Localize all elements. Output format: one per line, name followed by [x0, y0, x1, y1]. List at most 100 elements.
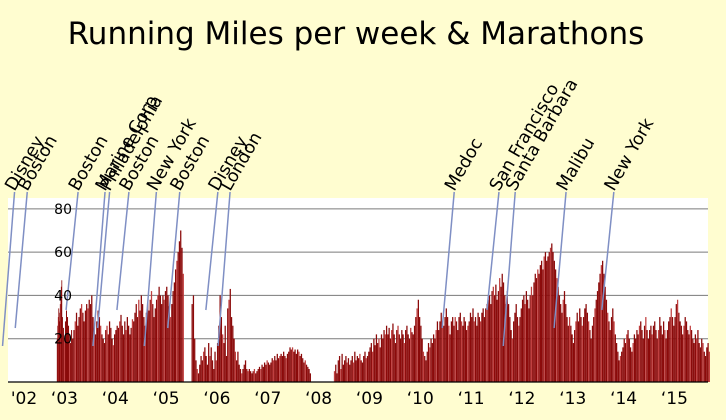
week-bar	[609, 330, 611, 382]
week-bar	[590, 338, 592, 382]
week-bar	[243, 364, 245, 382]
week-bar	[411, 332, 413, 382]
week-bar	[567, 325, 569, 382]
week-bar	[277, 358, 280, 382]
week-bar	[121, 325, 123, 382]
week-bar	[369, 347, 371, 382]
marathon-label: Medoc	[441, 135, 487, 195]
week-bar	[201, 360, 203, 382]
week-bar	[593, 317, 595, 382]
week-bar	[382, 338, 384, 382]
marathon-leader-line	[65, 191, 79, 311]
week-bar	[514, 312, 516, 382]
x-tick-label: ‘12	[508, 389, 535, 409]
week-bar	[661, 334, 663, 382]
week-bar	[135, 304, 137, 382]
week-bar	[171, 304, 173, 382]
week-bar	[168, 306, 170, 382]
week-bar	[140, 295, 142, 382]
week-bar	[373, 338, 375, 382]
week-bar	[214, 351, 216, 382]
week-bar	[426, 351, 428, 382]
week-bar	[669, 317, 671, 382]
week-bar	[589, 330, 591, 382]
week-bar	[576, 312, 578, 382]
week-bar	[181, 247, 183, 382]
week-bar	[255, 373, 257, 382]
week-bar	[534, 273, 536, 382]
week-bar	[552, 252, 554, 382]
week-bar	[149, 299, 151, 382]
week-bar	[360, 360, 362, 382]
week-bar	[649, 330, 651, 382]
week-bar	[220, 317, 223, 382]
week-bar	[102, 338, 104, 382]
marathon-leader-line	[217, 191, 231, 347]
week-bar	[230, 317, 233, 382]
week-bar	[116, 325, 118, 382]
week-bar	[239, 369, 242, 382]
week-bar	[276, 353, 278, 382]
week-bar	[436, 321, 439, 382]
week-bar	[599, 273, 601, 382]
x-tick-labels: '02 ‘03 ‘04 ‘05 ‘06 ‘07 ‘08 ‘09 ‘10 ‘11 ‘12 ‘13 ‘14 ‘…	[11, 389, 688, 409]
week-bar	[336, 373, 338, 382]
marathon-leader-line	[1, 191, 16, 347]
week-bar	[704, 356, 707, 382]
week-bar	[507, 304, 510, 382]
week-bar	[650, 325, 652, 382]
week-bar	[60, 286, 62, 382]
week-bar	[71, 330, 73, 382]
week-bar	[413, 325, 416, 382]
week-bar	[133, 321, 135, 382]
week-bar	[443, 325, 445, 382]
week-bar	[432, 334, 435, 382]
week-bar	[479, 321, 482, 382]
week-bar	[403, 343, 406, 382]
week-bar	[706, 347, 708, 382]
week-bar	[486, 304, 488, 382]
week-bar	[91, 295, 93, 382]
week-bar	[568, 317, 571, 382]
week-bar	[147, 301, 149, 382]
week-bar	[131, 319, 134, 382]
week-bar	[548, 252, 550, 382]
week-bar	[82, 312, 84, 382]
week-bar	[210, 347, 212, 382]
week-bar	[309, 373, 311, 382]
week-bar	[429, 347, 431, 382]
week-bar	[75, 312, 78, 382]
week-bar	[570, 325, 572, 382]
week-bar	[506, 291, 508, 382]
week-bar	[97, 310, 99, 382]
week-bar	[141, 304, 144, 382]
week-bar	[613, 321, 615, 382]
week-bar	[222, 334, 224, 382]
week-bar	[641, 330, 643, 382]
week-bar	[93, 327, 95, 382]
marathon-leader-line	[14, 191, 28, 329]
week-bar	[623, 338, 625, 382]
week-bar	[668, 321, 670, 382]
week-bar	[285, 358, 287, 382]
week-bar	[683, 325, 685, 382]
week-bar	[516, 317, 519, 382]
week-bar	[272, 360, 275, 382]
week-bar	[263, 362, 266, 382]
x-tick-label: ‘15	[661, 389, 688, 409]
week-bar	[153, 317, 155, 382]
marathon-leader-line	[601, 191, 615, 311]
week-bar	[595, 299, 597, 382]
week-bar	[469, 312, 472, 382]
week-bar	[510, 330, 512, 382]
week-bar	[197, 373, 200, 382]
week-bar	[457, 330, 459, 382]
week-bar	[622, 347, 624, 382]
week-bar	[378, 338, 380, 382]
week-bar	[401, 330, 403, 382]
week-bar	[603, 273, 605, 382]
week-bar	[56, 338, 58, 382]
week-bar	[497, 291, 500, 382]
